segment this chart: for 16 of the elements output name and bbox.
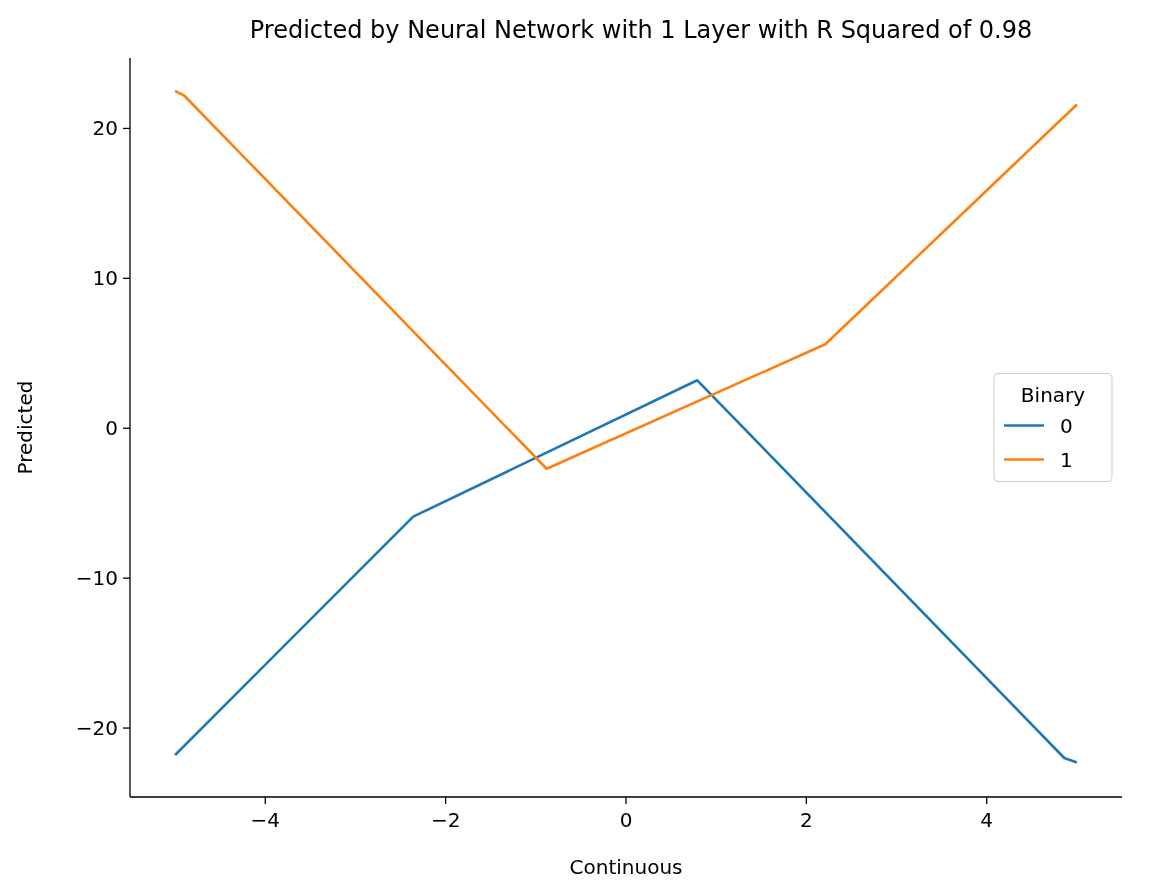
x-tick-label: −4	[250, 808, 281, 832]
x-axis-title: Continuous	[569, 855, 683, 879]
y-tick-label: 10	[92, 266, 118, 291]
y-tick-label: −20	[75, 716, 118, 741]
x-tick-label: 0	[619, 808, 633, 832]
legend-title: Binary	[1020, 382, 1086, 407]
chart-title: Predicted by Neural Network with 1 Layer with R Squared of 0.98	[249, 16, 1033, 44]
legend-label: 0	[1060, 413, 1073, 438]
y-tick-label: 0	[105, 416, 118, 441]
y-axis-title: Predicted	[13, 380, 37, 475]
x-tick-label: 2	[800, 808, 813, 832]
x-tick-label: 4	[980, 808, 994, 832]
y-tick-label: −10	[75, 566, 118, 591]
x-tick-label: −2	[430, 808, 461, 832]
legend-label: 1	[1060, 447, 1073, 472]
y-tick-label: 20	[92, 116, 118, 141]
